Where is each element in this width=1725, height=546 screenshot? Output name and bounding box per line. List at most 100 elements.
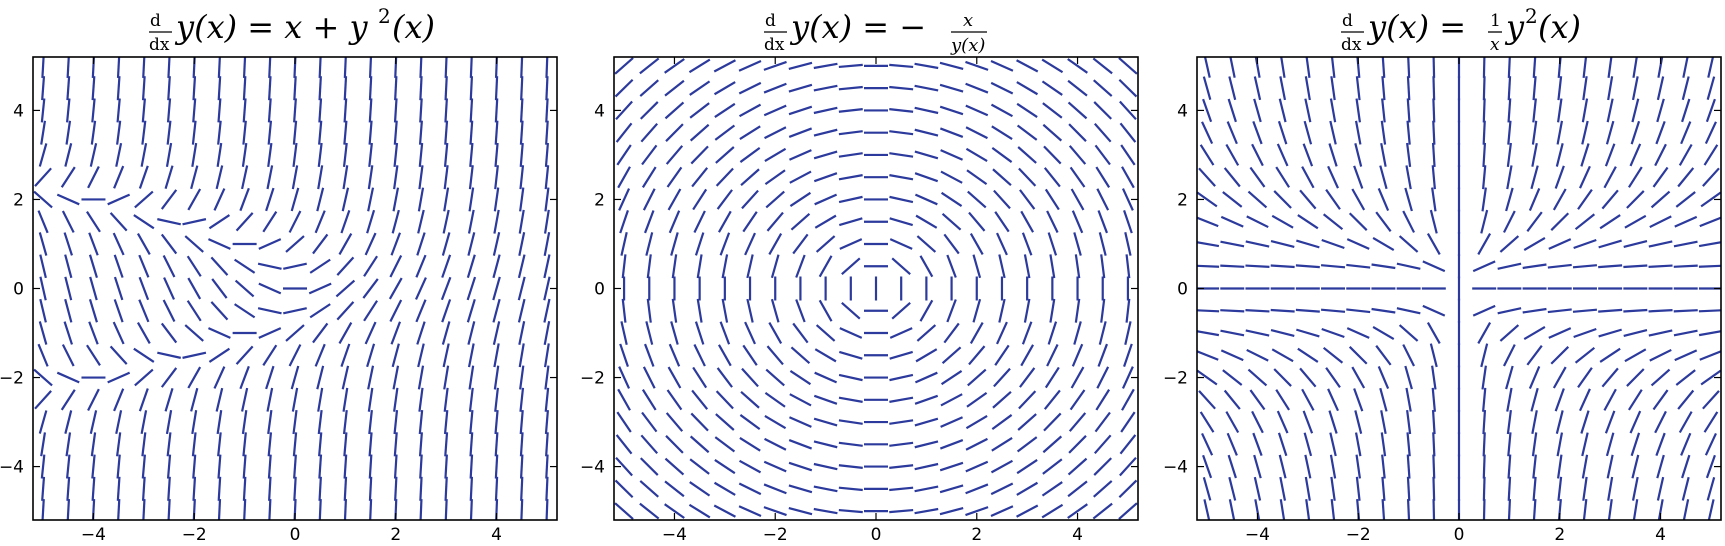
slope-segment [1581,98,1589,123]
slope-segment [1598,308,1623,313]
slope-segment [640,434,659,455]
x-tick-label: 4 [491,525,502,545]
slope-segment [719,232,731,256]
slope-segment [740,391,760,409]
slope-segment [1648,329,1673,337]
slope-segments [614,57,1138,520]
slope-segment [235,212,254,232]
slope-segment [1247,190,1268,209]
slope-segment [493,343,500,368]
slope-segment [1531,410,1538,435]
slope-segment [469,76,474,101]
slope-segment [1119,100,1137,121]
slope-segment [1702,390,1720,410]
slope-segment [186,255,202,277]
slope-segment [1253,76,1262,101]
slope-segment [1245,329,1270,337]
slope-segment [790,212,811,231]
slope-segment [160,233,178,255]
slope-segment [1074,298,1081,323]
slope-segment [1604,410,1616,434]
slope-segment [1698,309,1721,313]
slope-segment [1253,98,1262,123]
slope-segment [1573,238,1597,250]
slope-segment [838,350,863,360]
slope-segment [965,437,988,451]
slope-segment [1068,412,1087,432]
slope-segment [1279,76,1287,101]
slope-segment [1021,232,1033,256]
slope-segment [519,454,524,479]
slope-segment [1016,436,1038,453]
slope-segment [1632,57,1638,78]
panels: −4 −4 −2 −2 0 0 2 2 4 4 −4 −4 −2 −2 0 0 2 2 4 4 −4 −4 −2 −2 0 0 2 2… [0,56,1722,545]
slope-segment [41,76,46,101]
slope-segment [1202,476,1212,501]
y-tick-label: 4 [1177,101,1188,121]
slope-segment [1700,191,1721,208]
slope-segment [1523,325,1546,341]
slope-segment [838,108,863,113]
slope-segment [492,254,501,279]
panel-2: −4 −4 −2 −2 0 0 2 2 4 4 [580,56,1139,545]
slope-segment [764,169,786,186]
slope-segment [367,387,374,412]
slope-segment [940,416,963,428]
slope-segment [1121,166,1135,189]
slope-segment [813,106,838,115]
slope-segment [1505,365,1514,390]
svg-text:x: x [963,10,973,31]
slope-segment [314,210,326,234]
slope-segment [392,187,400,212]
slope-segment [186,300,202,322]
slope-segment [1601,189,1619,210]
slope-segment [792,233,809,255]
slope-segment [494,432,499,457]
slope-segment [419,499,423,520]
slope-segment [1481,187,1487,212]
slope-segment [914,440,939,449]
slope-segment [1118,78,1138,98]
slope-segment [1432,432,1436,457]
slope-segment [63,321,74,345]
slope-segment [1547,263,1572,269]
slope-segment [1581,432,1589,457]
slope-segment [1067,503,1088,519]
slope-segment [1067,457,1088,476]
slope-segment [545,454,549,479]
slope-segment [614,78,634,98]
slope-segment [115,410,123,435]
slope-segment [184,324,204,342]
slope-segment [616,411,632,433]
slope-segment [393,142,399,167]
slope-segment [716,367,733,388]
slope-segment [291,387,299,412]
slope-segment [1276,143,1289,167]
slope-segment [492,232,501,256]
slope-segment [314,343,326,367]
slope-segment [519,365,525,390]
slope-segment [739,414,761,431]
slope-segment [518,343,525,368]
slope-segment [788,461,813,472]
slope-segment [1422,260,1446,273]
slope-segment [61,344,75,367]
slope-segment [1118,57,1138,75]
slope-segment [645,232,654,256]
slope-segment [389,299,403,322]
slope-segment [367,187,375,212]
slope-segment [1043,412,1062,432]
slope-segment [1574,213,1596,231]
slope-segment [290,365,300,390]
slope-segment [343,454,348,479]
slope-segment [1249,389,1266,411]
slope-segment [89,410,98,435]
slope-segment [1123,343,1133,367]
slope-segment [1125,254,1131,279]
slope-segment [645,321,654,345]
svg-text:dx: dx [149,35,170,55]
slope-segment [157,218,181,226]
slope-segment [966,391,988,408]
slope-segment [1041,80,1063,96]
slope-segment [1398,324,1419,342]
